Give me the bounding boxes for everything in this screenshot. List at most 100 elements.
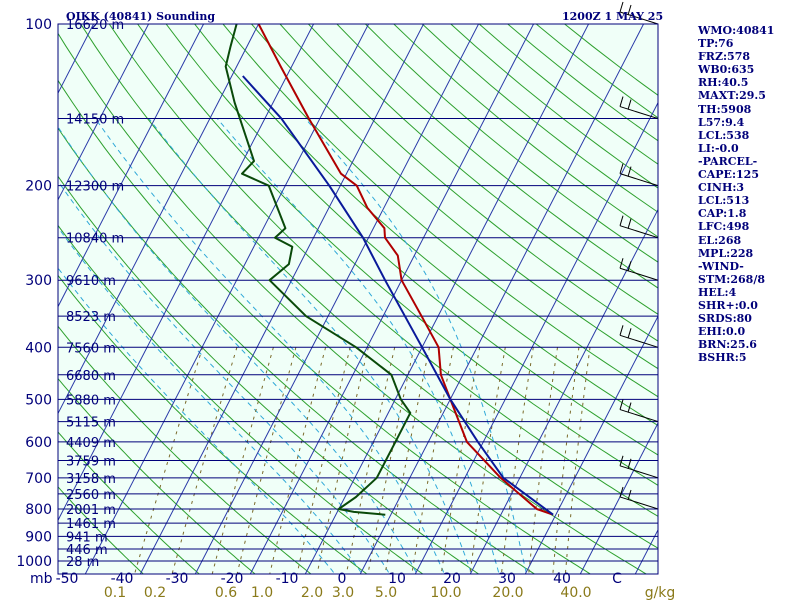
mixing-ratio-tick-label: 3.0 bbox=[332, 585, 354, 600]
index-item: WMO:40841 bbox=[698, 24, 775, 37]
wind-barb bbox=[619, 258, 659, 281]
isotherm-line bbox=[304, 24, 590, 574]
height-level-label: 5880 m bbox=[66, 393, 116, 408]
mixing-ratio-line bbox=[469, 347, 506, 574]
mixing-ratio-line bbox=[367, 347, 415, 574]
mixing-ratio-line bbox=[296, 347, 351, 574]
wind-barb-flag bbox=[627, 218, 632, 229]
index-item: MPL:228 bbox=[698, 246, 754, 260]
index-item: SRDS:80 bbox=[698, 312, 752, 326]
index-item: TP:76 bbox=[698, 37, 734, 51]
height-level-label: 446 m bbox=[66, 543, 108, 558]
pressure-tick-label: 300 bbox=[25, 273, 52, 289]
mixing-ratio-tick-label: 0.2 bbox=[144, 585, 166, 600]
index-item: LCL:538 bbox=[698, 128, 750, 142]
wind-barb bbox=[619, 163, 659, 187]
dry-adiabat-line bbox=[279, 24, 658, 342]
dry-adiabat-line bbox=[308, 24, 658, 315]
mixing-ratio-line bbox=[564, 347, 591, 574]
mixing-ratio-tick-label: 1.0 bbox=[251, 585, 273, 600]
pressure-tick-label: 500 bbox=[25, 392, 52, 408]
height-level-label: 10840 m bbox=[66, 232, 124, 247]
index-item: LCL:513 bbox=[698, 194, 750, 208]
height-level-label: 28 m bbox=[66, 555, 99, 570]
dewpoint-profile bbox=[224, 24, 412, 516]
mixing-ratio-line bbox=[345, 347, 396, 574]
temperature-tick-label: -40 bbox=[111, 571, 134, 587]
plot-frame bbox=[57, 23, 659, 575]
height-level-label: 3759 m bbox=[66, 455, 116, 470]
index-item: LFC:498 bbox=[698, 220, 750, 234]
index-item: TH:5908 bbox=[698, 102, 752, 116]
mixing-ratio-line bbox=[552, 347, 580, 574]
mixing-ratio-tick-label: 40.0 bbox=[560, 585, 591, 600]
height-level-label: 941 m bbox=[66, 530, 108, 545]
mixing-ratio-line bbox=[528, 347, 558, 574]
mixing-ratio-line bbox=[440, 347, 481, 574]
wind-barb bbox=[619, 325, 659, 348]
wind-barb-flag bbox=[619, 399, 624, 410]
mixing-ratio-line bbox=[500, 347, 534, 574]
wind-barb-flag bbox=[619, 486, 624, 498]
wind-barbs bbox=[619, 1, 659, 510]
station-title: OIKK (40841) Sounding bbox=[66, 10, 215, 23]
wind-barb-flag bbox=[627, 261, 632, 272]
wind-barb-flag bbox=[619, 325, 624, 336]
index-item: RH:40.5 bbox=[698, 76, 749, 90]
pressure-tick-label: 600 bbox=[25, 435, 52, 451]
wind-barb bbox=[619, 96, 659, 120]
wind-barb bbox=[619, 455, 659, 479]
temperature-tick-label: 10 bbox=[388, 571, 406, 587]
stability-indices: WMO:40841 TP:76 FRZ:578 WB0:635 RH:40.5 MAXT:… bbox=[698, 24, 774, 364]
height-level-label: 14150 m bbox=[66, 113, 124, 128]
index-item: STM:268/8 bbox=[698, 272, 765, 286]
pressure-tick-label: 900 bbox=[25, 529, 52, 545]
height-level-label: 2001 m bbox=[66, 503, 116, 518]
index-item: WB0:635 bbox=[698, 63, 755, 77]
index-item: CINH:3 bbox=[698, 181, 745, 195]
mixing-ratio-tick-label: 2.0 bbox=[301, 585, 323, 600]
height-level-label: 12300 m bbox=[66, 180, 124, 195]
isotherm-line bbox=[58, 24, 260, 415]
plot-background bbox=[58, 24, 658, 574]
pressure-tick-label: 700 bbox=[25, 471, 52, 487]
isotherm-line bbox=[58, 24, 150, 201]
index-item: -WIND- bbox=[698, 259, 744, 273]
index-item: BSHR:5 bbox=[698, 351, 747, 365]
temperature-tick-label: C bbox=[612, 571, 622, 587]
wind-barb-flag bbox=[627, 458, 632, 469]
temperature-tick-label: 40 bbox=[553, 571, 571, 587]
wind-barb-flag bbox=[619, 1, 624, 13]
temperature-tick-label: -10 bbox=[276, 571, 299, 587]
mixing-ratio-tick-label: 0.6 bbox=[215, 585, 237, 600]
wind-barb-flag bbox=[619, 96, 624, 107]
isotherm-line bbox=[414, 101, 658, 574]
height-level-label: 7560 m bbox=[66, 341, 116, 356]
temperature-tick-label: -50 bbox=[56, 571, 79, 587]
isotherm-line bbox=[524, 315, 658, 574]
mixing-ratio-line bbox=[411, 347, 454, 574]
mixing-ratio-tick-label: g/kg bbox=[645, 585, 676, 600]
index-item: CAPE:125 bbox=[698, 168, 759, 182]
mixing-ratio-tick-label: 5.0 bbox=[375, 585, 397, 600]
temperature-tick-label: -20 bbox=[221, 571, 244, 587]
mixing-ratio-tick-label: 0.1 bbox=[104, 585, 126, 600]
dry-adiabat-line bbox=[137, 24, 658, 486]
temperature-tick-label: 20 bbox=[443, 571, 461, 587]
height-level-label: 3158 m bbox=[66, 472, 116, 487]
wind-barb-flag bbox=[619, 215, 624, 226]
wind-barb-staff bbox=[619, 267, 659, 281]
dry-adiabat-line bbox=[222, 24, 658, 398]
wind-barb-staff bbox=[619, 409, 659, 423]
wind-barb-staff bbox=[619, 173, 659, 187]
mixing-ratio-line bbox=[384, 347, 430, 574]
wind-barb-flag bbox=[627, 166, 632, 177]
wind-barb-staff bbox=[619, 334, 659, 348]
isotherm-line bbox=[58, 24, 205, 308]
isotherm-line bbox=[469, 208, 658, 574]
height-level-label: 9610 m bbox=[66, 274, 116, 289]
index-item: EHI:0.0 bbox=[698, 325, 746, 339]
wind-barb-flag bbox=[619, 258, 624, 269]
dry-adiabat-line bbox=[108, 24, 658, 517]
